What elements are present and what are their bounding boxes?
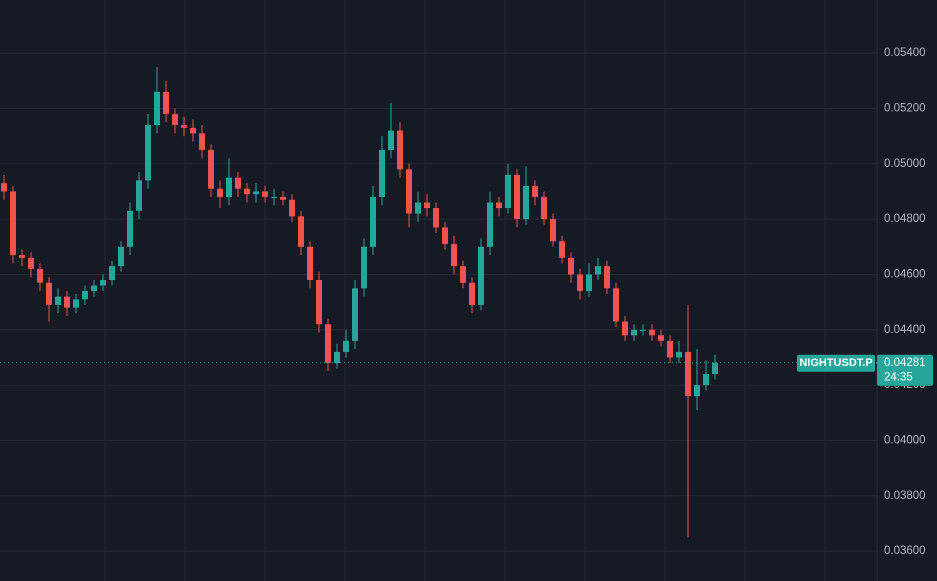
candle-body (568, 257, 574, 275)
candle-body (163, 91, 169, 114)
candle-body (1, 183, 7, 192)
y-tick-label: 0.04400 (884, 324, 926, 336)
candle-body (442, 227, 448, 245)
candle-body (388, 130, 394, 150)
y-tick-label: 0.04800 (884, 213, 926, 225)
candle-body (91, 285, 97, 292)
candle-body (190, 127, 196, 134)
candle-body (100, 279, 106, 286)
candle-body (541, 196, 547, 220)
candle-body (172, 113, 178, 126)
candle-body (469, 282, 475, 305)
symbol-label: NIGHTUSDT.P (799, 357, 872, 369)
candle-body (136, 180, 142, 211)
candle-body (676, 351, 682, 358)
candle-body (343, 340, 349, 352)
candle-body (577, 274, 583, 292)
candle-body (298, 216, 304, 247)
y-tick-label: 0.05000 (884, 158, 926, 170)
candle-body (253, 191, 259, 195)
candle-body (244, 188, 250, 195)
candle-body (280, 196, 286, 200)
candle-body (649, 329, 655, 336)
candle-body (64, 296, 70, 308)
candle-body (478, 246, 484, 305)
candle-body (640, 329, 646, 331)
candle-body (10, 191, 16, 256)
candle-body (235, 177, 241, 189)
candle-body (523, 185, 529, 220)
candle-body (550, 219, 556, 242)
candle-body (460, 266, 466, 283)
candle-body (505, 174, 511, 209)
candle-body (415, 202, 421, 214)
candle-body (532, 185, 538, 197)
candle-body (622, 321, 628, 336)
candle-body (145, 125, 151, 181)
candle-body (316, 279, 322, 325)
candle-body (199, 133, 205, 150)
candle-body (55, 296, 61, 305)
candle-body (271, 196, 277, 198)
candle-body (397, 130, 403, 170)
price-tag (877, 354, 933, 386)
y-tick-label: 0.04600 (884, 268, 926, 280)
candle-body (217, 188, 223, 197)
candle-body (586, 274, 592, 292)
candle-body (604, 266, 610, 289)
candle-body (712, 362, 718, 375)
candle-body (208, 149, 214, 189)
candle-body (424, 202, 430, 209)
candle-body (37, 268, 43, 283)
candle-body (109, 266, 115, 280)
symbol-tag (797, 354, 875, 372)
candle-body (181, 125, 187, 128)
candle-body (118, 246, 124, 267)
candle-body (694, 385, 700, 397)
candle-body (379, 149, 385, 197)
candle-body (307, 246, 313, 280)
candle-body (46, 282, 52, 305)
candle-body (451, 244, 457, 267)
candle-body (82, 291, 88, 300)
y-tick-label: 0.03600 (884, 545, 926, 557)
candle-body (262, 191, 268, 197)
candle-body (487, 202, 493, 247)
candle-body (703, 374, 709, 386)
candle-body (361, 246, 367, 289)
countdown-label: 24:35 (884, 372, 913, 384)
candle-body (154, 91, 160, 126)
candle-body (28, 257, 34, 269)
y-tick-label: 0.05400 (884, 47, 926, 59)
candle-body (73, 299, 79, 308)
candle-body (127, 210, 133, 247)
candle-body (433, 208, 439, 228)
candle-body (352, 288, 358, 341)
y-tick-label: 0.04000 (884, 434, 926, 446)
candle-body (514, 174, 520, 220)
candle-body (325, 324, 331, 363)
candle-body (613, 288, 619, 322)
candle-body (19, 255, 25, 258)
candle-body (595, 266, 601, 275)
candle-body (496, 202, 502, 209)
candle-body (226, 177, 232, 197)
candle-body (406, 169, 412, 214)
last-price-label: 0.04281 (884, 357, 926, 369)
candle-body (667, 340, 673, 358)
candle-body (370, 196, 376, 247)
y-tick-label: 0.05200 (884, 102, 926, 114)
candle-body (658, 335, 664, 341)
y-tick-label: 0.03800 (884, 490, 926, 502)
candle-body (334, 351, 340, 363)
candle-body (685, 351, 691, 397)
candle-body (631, 329, 637, 336)
candle-body (289, 199, 295, 217)
candle-body (559, 241, 565, 258)
